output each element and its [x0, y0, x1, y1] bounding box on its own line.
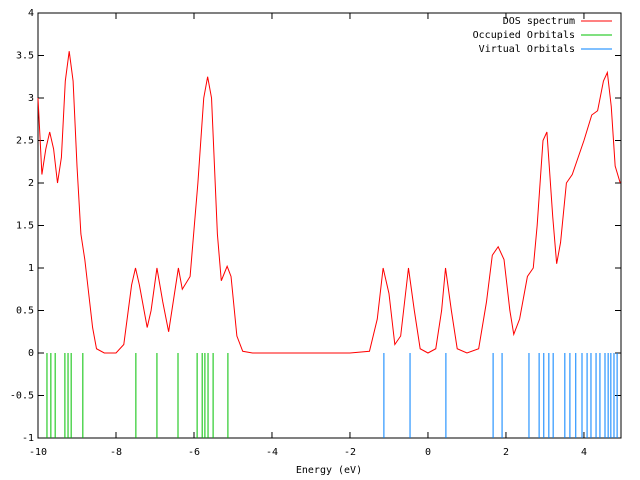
y-tick-label: -0.5	[10, 391, 34, 402]
legend-label: DOS spectrum	[503, 16, 575, 27]
x-tick-label: 2	[503, 447, 509, 458]
x-tick-label: 0	[425, 447, 431, 458]
y-tick-label: 3	[28, 93, 34, 104]
x-tick-label: -4	[266, 447, 278, 458]
y-tick-label: 4	[28, 8, 34, 19]
y-tick-label: 1	[28, 263, 34, 274]
y-tick-label: 2	[28, 178, 34, 189]
x-axis-label: Energy (eV)	[296, 465, 362, 476]
legend-label: Virtual Orbitals	[479, 44, 575, 55]
x-tick-label: -8	[110, 447, 122, 458]
y-tick-label: 2.5	[16, 136, 34, 147]
y-tick-label: -1	[22, 433, 34, 444]
dos-line	[37, 51, 621, 354]
x-tick-label: -2	[344, 447, 356, 458]
x-tick-label: 4	[581, 447, 587, 458]
plot-frame	[37, 12, 622, 439]
y-tick-label: 1.5	[16, 221, 34, 232]
x-tick-label: -6	[188, 447, 200, 458]
y-tick-label: 0	[28, 348, 34, 359]
x-tick-label: -10	[29, 447, 47, 458]
legend-label: Occupied Orbitals	[473, 30, 575, 41]
y-tick-label: 0.5	[16, 306, 34, 317]
y-tick-label: 3.5	[16, 51, 34, 62]
